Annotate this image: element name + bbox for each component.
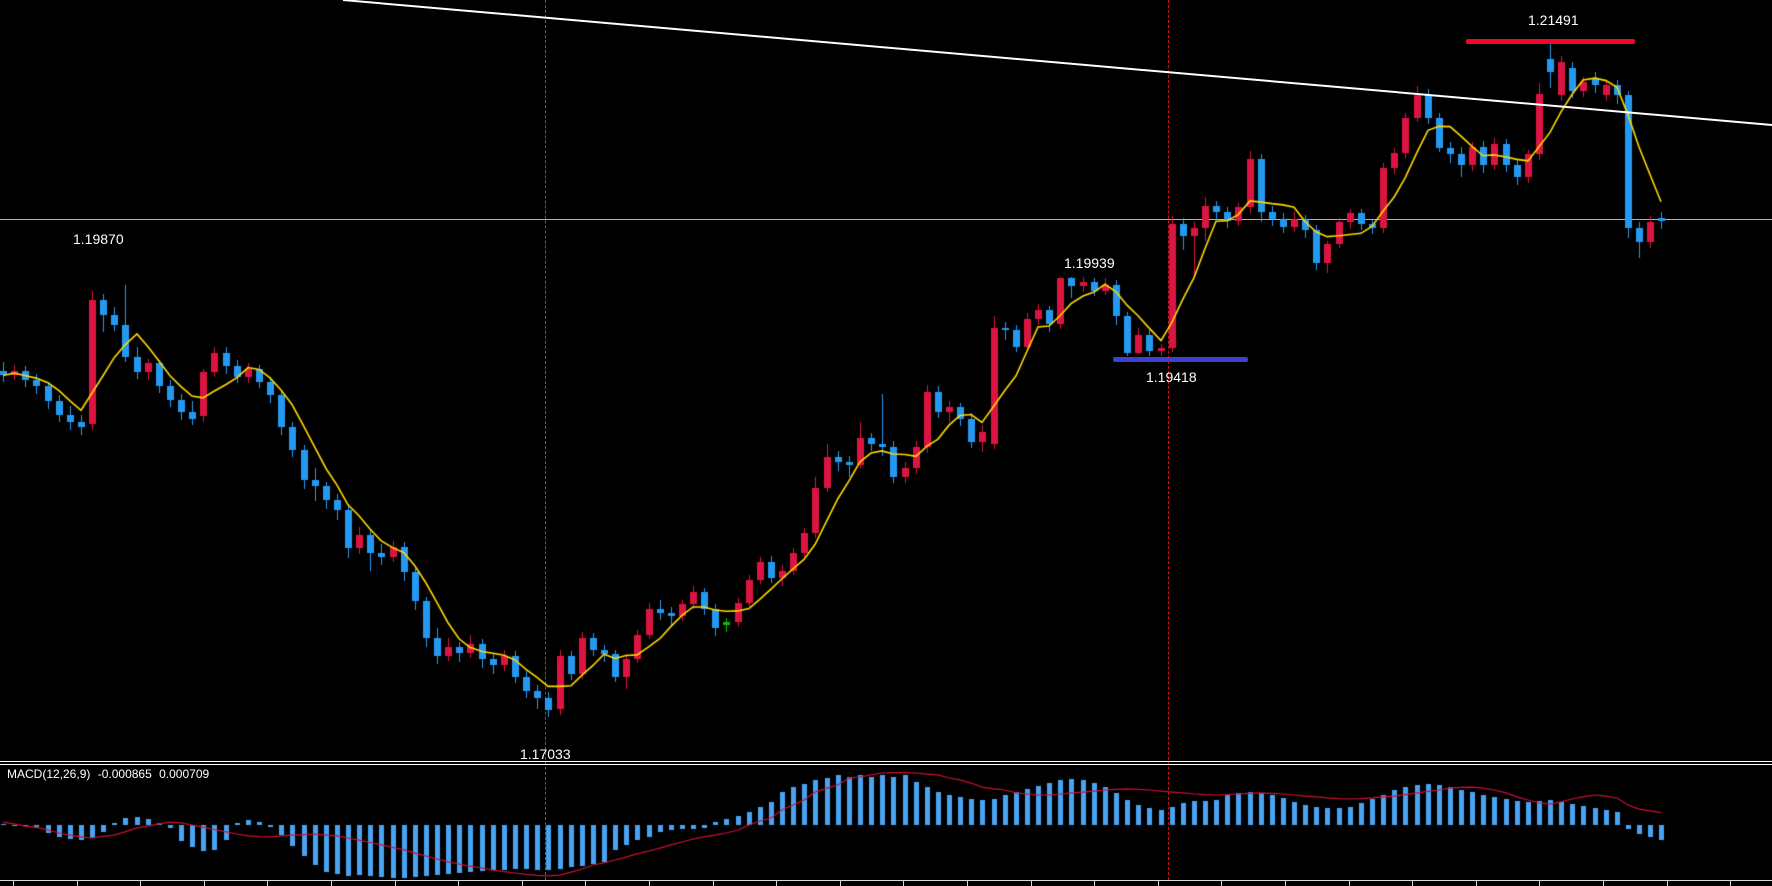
macd-name: MACD(12,26,9) xyxy=(7,767,91,781)
time-axis-tick xyxy=(776,881,777,886)
time-axis-tick xyxy=(1285,881,1286,886)
time-axis-tick xyxy=(13,881,14,886)
macd-indicator-label: MACD(12,26,9) -0.000865 0.000709 xyxy=(7,767,213,781)
time-axis-tick xyxy=(204,881,205,886)
support-segment[interactable] xyxy=(1113,357,1248,362)
time-axis-tick xyxy=(1539,881,1540,886)
pane-separator-top[interactable] xyxy=(0,761,1772,762)
time-axis-tick xyxy=(713,881,714,886)
time-axis-tick xyxy=(77,881,78,886)
time-axis-tick xyxy=(1730,881,1731,886)
time-axis-tick xyxy=(649,881,650,886)
macd-main-value: -0.000865 xyxy=(97,767,152,781)
macd-signal-value: 0.000709 xyxy=(159,767,210,781)
price-label-121491[interactable]: 1.21491 xyxy=(1528,12,1579,28)
time-axis-tick xyxy=(1412,881,1413,886)
time-axis-tick xyxy=(522,881,523,886)
time-axis-tick xyxy=(1667,881,1668,886)
time-axis-tick xyxy=(1094,881,1095,886)
time-axis-tick xyxy=(267,881,268,886)
time-axis-tick xyxy=(1476,881,1477,886)
time-axis-tick xyxy=(903,881,904,886)
price-label-119418[interactable]: 1.19418 xyxy=(1146,369,1197,385)
time-axis-tick xyxy=(1158,881,1159,886)
time-axis-tick xyxy=(585,881,586,886)
time-axis-tick xyxy=(1031,881,1032,886)
time-axis-tick xyxy=(1349,881,1350,886)
price-label-119939[interactable]: 1.19939 xyxy=(1064,255,1115,271)
time-axis-tick xyxy=(1221,881,1222,886)
time-axis-tick xyxy=(967,881,968,886)
time-axis-tick xyxy=(140,881,141,886)
time-axis-tick xyxy=(395,881,396,886)
time-axis-tick xyxy=(1603,881,1604,886)
time-axis xyxy=(0,880,1772,881)
price-label-117033[interactable]: 1.17033 xyxy=(520,746,571,762)
time-axis-tick xyxy=(331,881,332,886)
time-axis-tick xyxy=(458,881,459,886)
time-axis-tick xyxy=(840,881,841,886)
pane-separator-bottom[interactable] xyxy=(0,764,1772,765)
resistance-segment[interactable] xyxy=(1466,39,1635,44)
price-label-119870[interactable]: 1.19870 xyxy=(73,231,124,247)
